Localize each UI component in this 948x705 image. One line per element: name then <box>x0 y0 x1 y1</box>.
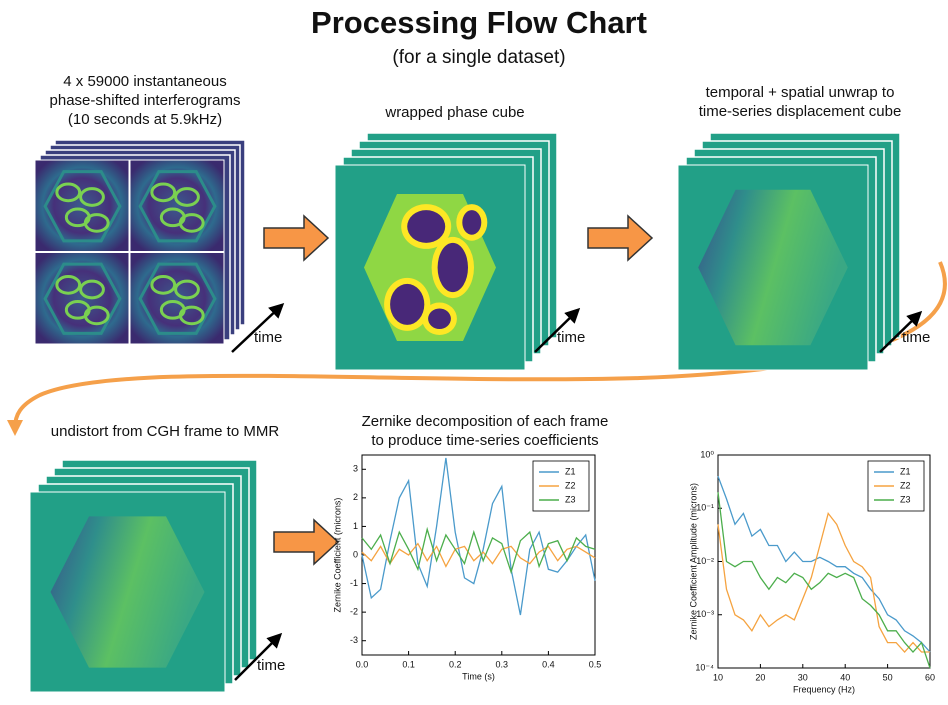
phase-wrap <box>407 210 446 243</box>
pupil <box>43 262 122 335</box>
series-line <box>361 457 596 616</box>
time-label: time <box>557 329 585 346</box>
x-tick-label: 10 <box>713 672 723 682</box>
step-label: to produce time-series coefficients <box>371 432 598 449</box>
series-line <box>361 542 596 568</box>
subtitle: (for a single dataset) <box>392 47 565 68</box>
legend-label: Z2 <box>900 480 911 490</box>
pupil <box>43 170 122 243</box>
pupil <box>138 262 217 335</box>
phase-wrap <box>437 242 468 293</box>
x-tick-label: 0.3 <box>496 659 509 669</box>
time-label: time <box>254 329 282 346</box>
fringe <box>55 275 82 295</box>
step-label: phase-shifted interferograms <box>50 92 241 109</box>
title: Processing Flow Chart <box>311 5 647 40</box>
fringe <box>150 275 177 295</box>
step-label: 4 x 59000 instantaneous <box>63 73 226 90</box>
fringe <box>79 187 105 207</box>
x-tick-label: 40 <box>840 672 850 682</box>
y-tick-label: 10⁻² <box>696 556 714 566</box>
x-tick-label: 0.2 <box>449 659 462 669</box>
fringe <box>83 305 110 326</box>
legend-label: Z3 <box>565 494 576 504</box>
x-axis-label: Time (s) <box>462 671 495 681</box>
fringe <box>178 213 205 233</box>
time-arrow <box>231 302 285 353</box>
x-tick-label: 0.4 <box>542 659 555 669</box>
series-line <box>717 492 931 669</box>
fringe <box>79 279 105 300</box>
displacement-map <box>698 189 848 346</box>
flow-arrow <box>263 214 330 262</box>
displacement-map <box>50 516 205 668</box>
phase-wrap <box>428 308 451 329</box>
step-label: (10 seconds at 5.9kHz) <box>68 111 222 128</box>
time-label: time <box>257 657 285 674</box>
y-axis-label: Zernike Coefficient (microns) <box>332 498 342 613</box>
fringe <box>174 279 200 300</box>
interferogram <box>34 159 130 252</box>
phase-wrap <box>390 283 425 325</box>
y-tick-label: -3 <box>350 635 358 645</box>
step-label: wrapped phase cube <box>384 104 524 121</box>
y-tick-label: 10⁻¹ <box>696 503 714 513</box>
x-tick-label: 0.1 <box>402 659 415 669</box>
step-label: undistort from CGH frame to MMR <box>51 423 280 440</box>
interferogram <box>129 252 225 345</box>
series-line <box>361 526 596 575</box>
x-tick-label: 0.0 <box>356 659 369 669</box>
legend-label: Z3 <box>900 494 911 504</box>
y-tick-label: 2 <box>353 492 358 502</box>
x-tick-label: 60 <box>925 672 935 682</box>
flow-curve <box>7 261 947 436</box>
y-tick-label: -2 <box>350 607 358 617</box>
legend-label: Z1 <box>565 466 576 476</box>
time-arrow <box>234 632 283 681</box>
legend-label: Z2 <box>565 480 576 490</box>
y-tick-label: 3 <box>353 464 358 474</box>
interferogram <box>34 252 130 345</box>
y-tick-label: 0 <box>353 549 358 559</box>
time-arrow <box>879 310 923 353</box>
x-tick-label: 0.5 <box>589 659 602 669</box>
y-tick-label: 10⁰ <box>700 449 714 459</box>
interferogram <box>129 159 225 252</box>
step-label: time-series displacement cube <box>699 103 902 120</box>
pupil <box>138 170 217 243</box>
phase-wrap <box>462 210 482 235</box>
step-label: Zernike decomposition of each frame <box>362 413 609 430</box>
x-tick-label: 20 <box>755 672 765 682</box>
flow-arrow <box>273 518 340 566</box>
fringe <box>150 182 177 203</box>
fringe <box>178 305 205 326</box>
y-tick-label: 10⁻³ <box>696 609 714 619</box>
flow-arrow <box>587 214 654 262</box>
x-axis-label: Frequency (Hz) <box>793 684 855 694</box>
series-line <box>717 511 930 653</box>
legend-label: Z1 <box>900 466 911 476</box>
y-tick-label: 10⁻⁴ <box>695 662 714 672</box>
fringe <box>55 182 82 203</box>
y-axis-label: Zernike Coefficient Amplitude (microns) <box>688 483 698 640</box>
time-arrow <box>534 307 581 353</box>
series-line <box>717 475 931 653</box>
fringe <box>83 213 110 233</box>
x-tick-label: 30 <box>798 672 808 682</box>
fringe <box>174 187 200 207</box>
time-label: time <box>902 329 930 346</box>
y-tick-label: 1 <box>353 521 358 531</box>
y-tick-label: -1 <box>350 578 358 588</box>
x-tick-label: 50 <box>883 672 893 682</box>
step-label: temporal + spatial unwrap to <box>706 84 895 101</box>
